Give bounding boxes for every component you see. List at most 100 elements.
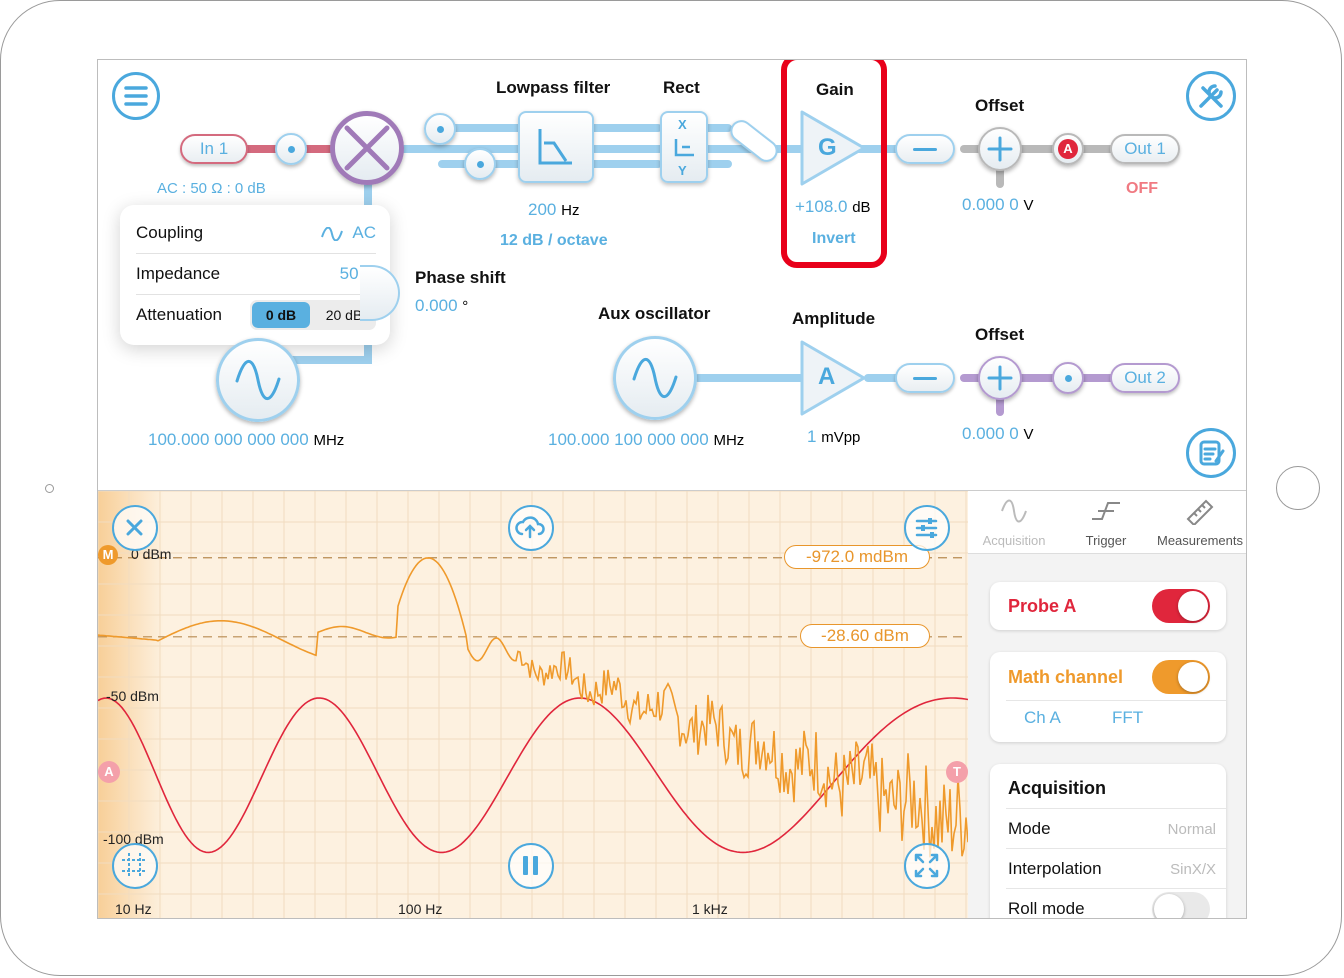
aux-title: Aux oscillator <box>598 304 711 323</box>
in1-status: AC : 50 Ω : 0 dB <box>157 180 266 197</box>
math-marker-badge[interactable]: M <box>98 545 118 565</box>
aux-oscillator-block[interactable] <box>613 336 697 420</box>
mode-value[interactable]: Normal <box>1167 821 1216 838</box>
x-tick-1: 100 Hz <box>398 901 443 917</box>
lowpass-freq: 200 Hz <box>528 200 580 219</box>
trigger-level-marker[interactable]: T <box>946 761 968 783</box>
acquisition-title: Acquisition <box>1008 778 1106 798</box>
marker-readout-2[interactable]: -28.60 dBm <box>800 624 930 648</box>
gain-symbol: G <box>818 134 837 161</box>
attenuation-segmented-control: 0 dB 20 dB <box>250 300 376 330</box>
mixer-output-node-bottom[interactable] <box>464 148 496 180</box>
oscillator1-block[interactable] <box>216 338 300 422</box>
in1-junction-node[interactable] <box>275 133 307 165</box>
trigger-edge-icon <box>1092 502 1120 520</box>
tab-measurements-label: Measurements <box>1157 533 1243 548</box>
close-icon[interactable] <box>112 505 158 551</box>
app-screen: In 1 AC : 50 Ω : 0 dB Lowpass filter 200… <box>97 59 1247 919</box>
fullscreen-icon[interactable] <box>904 843 950 889</box>
interpolation-value[interactable]: SinX/X <box>1170 861 1216 878</box>
subtract-node-2[interactable] <box>895 363 955 393</box>
cloud-upload-icon[interactable] <box>508 505 554 551</box>
offset1-plus-node[interactable] <box>978 127 1022 171</box>
grid-icon[interactable] <box>112 843 158 889</box>
attenuation-row: Attenuation <box>136 295 376 335</box>
lowpass-filter-block[interactable] <box>518 111 594 183</box>
out2-junction-node[interactable] <box>1052 362 1084 394</box>
phase-value[interactable]: 0.000 ° <box>415 296 469 315</box>
coupling-label: Coupling <box>136 223 204 242</box>
scope-traces <box>98 491 968 918</box>
math-source[interactable]: Ch A <box>1024 708 1061 727</box>
math-channel-card: Math channel Ch A FFT <box>990 652 1226 742</box>
rect-block[interactable]: X Y <box>660 111 708 183</box>
notes-icon[interactable] <box>1186 428 1236 478</box>
probe-a-toggle[interactable] <box>1152 589 1210 623</box>
lowpass-icon <box>538 129 572 165</box>
coupling-popover: Coupling AC Impedance 50 Ω Attenuation 0… <box>120 205 390 345</box>
out1-state[interactable]: OFF <box>1126 180 1158 197</box>
math-channel-toggle[interactable] <box>1152 660 1210 694</box>
input-in1-button[interactable]: In 1 <box>180 134 248 164</box>
tab-measurements[interactable]: Measurements <box>1152 491 1246 555</box>
math-channel-label: Math channel <box>1008 667 1124 687</box>
acquisition-card: Acquisition Mode Normal Interpolation Si… <box>990 764 1226 918</box>
phase-title: Phase shift <box>415 268 506 287</box>
tab-trigger-label: Trigger <box>1085 533 1127 548</box>
pause-icon[interactable] <box>508 843 554 889</box>
math-fft-trace <box>98 557 968 858</box>
gain-value[interactable]: +108.0 dB <box>795 197 871 216</box>
impedance-label: Impedance <box>136 264 221 283</box>
rect-transform-icon <box>674 139 694 157</box>
gain-triangle-block[interactable] <box>798 108 870 188</box>
offset1-title: Offset <box>975 96 1025 115</box>
amplitude-triangle-block[interactable] <box>798 338 870 418</box>
offset2-value[interactable]: 0.000 0 V <box>962 424 1034 443</box>
camera-dot <box>45 484 54 493</box>
output-out1-button[interactable]: Out 1 <box>1110 134 1180 164</box>
amplitude-symbol: A <box>818 363 836 390</box>
attenuation-20db-option[interactable]: 20 dB <box>325 307 363 323</box>
x-tick-2: 1 kHz <box>692 901 728 917</box>
gain-invert-toggle[interactable]: Invert <box>812 230 856 247</box>
offset2-title: Offset <box>975 325 1025 344</box>
probe-a-label: Probe A <box>1008 596 1077 616</box>
mixer-output-node-top[interactable] <box>424 113 456 145</box>
sine-wave-icon <box>632 357 678 399</box>
y-tick-2: -100 dBm <box>103 831 164 847</box>
rect-y-glyph: Y <box>678 163 687 178</box>
offset1-value[interactable]: 0.000 0 V <box>962 195 1034 214</box>
probe-a-node[interactable]: A <box>1052 133 1084 165</box>
tab-acquisition[interactable]: Acquisition <box>968 491 1060 555</box>
tab-trigger[interactable]: Trigger <box>1060 491 1152 555</box>
probe-a-level-marker[interactable]: A <box>98 761 120 783</box>
probe-a-card: Probe A <box>990 582 1226 630</box>
mode-label: Mode <box>1008 819 1051 838</box>
home-button[interactable] <box>1276 466 1320 510</box>
roll-mode-label: Roll mode <box>1008 899 1085 918</box>
coupling-row[interactable]: Coupling AC <box>136 213 376 253</box>
math-operation[interactable]: FFT <box>1112 708 1144 727</box>
menu-icon[interactable] <box>112 72 160 120</box>
lowpass-title: Lowpass filter <box>496 78 611 97</box>
gain-highlight-box <box>781 60 887 268</box>
panel-tab-bar: Acquisition Trigger Measurements <box>968 490 1246 555</box>
coupling-value: AC <box>320 213 376 253</box>
marker-readout-1[interactable]: -972.0 mdBm <box>784 545 930 569</box>
lowpass-slope[interactable]: 12 dB / octave <box>500 232 608 249</box>
scope-plot[interactable]: M A T 0 dBm -50 dBm -100 dBm 10 Hz 100 H… <box>98 490 968 918</box>
impedance-row[interactable]: Impedance 50 Ω <box>136 254 376 294</box>
x-tick-0: 10 Hz <box>115 901 152 917</box>
roll-mode-toggle[interactable] <box>1152 892 1210 918</box>
sliders-icon[interactable] <box>904 505 950 551</box>
tools-icon[interactable] <box>1186 71 1236 121</box>
subtract-node-1[interactable] <box>895 134 955 164</box>
mixer-node[interactable] <box>330 111 404 185</box>
rect-x-glyph: X <box>678 117 687 132</box>
offset2-plus-node[interactable] <box>978 356 1022 400</box>
aux-freq[interactable]: 100.000 100 000 000 MHz <box>548 430 745 449</box>
oscillator1-freq[interactable]: 100.000 000 000 000 MHz <box>148 430 345 449</box>
amplitude-value[interactable]: 1 mVpp <box>807 427 861 446</box>
output-out2-button[interactable]: Out 2 <box>1110 363 1180 393</box>
attenuation-0db-option[interactable]: 0 dB <box>252 302 310 328</box>
